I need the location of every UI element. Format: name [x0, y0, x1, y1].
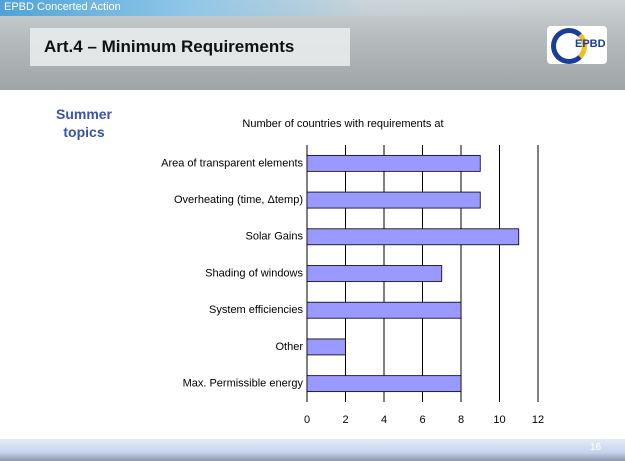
slide-title: Art.4 – Minimum Requirements	[44, 37, 295, 56]
bar	[306, 191, 481, 209]
bar	[306, 265, 443, 282]
y-tick-label: Shading of windows	[205, 267, 303, 279]
logo-ring	[551, 28, 587, 64]
title-box	[30, 28, 350, 66]
footer	[0, 439, 625, 461]
organization: EPBD Concerted Action	[4, 1, 121, 13]
x-tick-label: 0	[304, 414, 310, 426]
bar	[306, 301, 462, 319]
chart-title: Number of countries with requirements at	[242, 118, 443, 130]
side-label: Summer topics	[55, 106, 113, 140]
bar	[306, 228, 520, 246]
bar	[306, 375, 462, 393]
logo: EPBD	[547, 26, 607, 64]
x-tick-label: 8	[458, 414, 464, 426]
y-tick-label: Area of transparent elements	[161, 157, 303, 169]
x-tick-label: 6	[419, 414, 425, 426]
x-tick-label: 10	[493, 414, 505, 426]
x-tick-label: 12	[532, 414, 544, 426]
bar	[306, 338, 346, 356]
header-strip	[0, 0, 625, 16]
bar	[306, 154, 481, 172]
y-tick-label: Solar Gains	[246, 231, 304, 243]
y-tick-label: Max. Permissible energy	[183, 378, 304, 390]
x-tick-label: 2	[342, 414, 348, 426]
logo-text: EPBD	[575, 38, 606, 50]
x-tick-label: 4	[381, 414, 387, 426]
page-number: 16	[590, 442, 602, 453]
y-tick-label: Other	[275, 341, 303, 353]
y-tick-label: Overheating (time, Δtemp)	[174, 194, 303, 206]
y-tick-label: System efficiencies	[209, 304, 303, 316]
